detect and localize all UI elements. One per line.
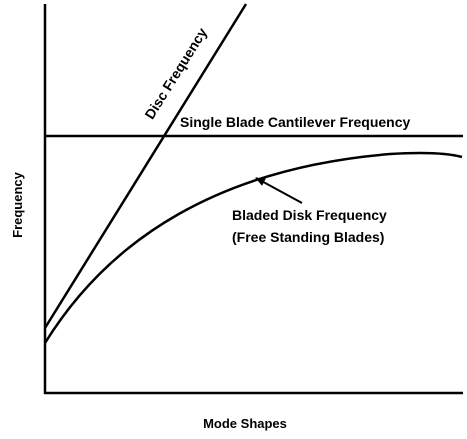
y-axis-label: Frequency (10, 171, 25, 238)
x-axis-label: Mode Shapes (203, 416, 287, 431)
bladed-sublabel: (Free Standing Blades) (232, 229, 384, 245)
disc-frequency-line (43, 3, 248, 329)
bladed-label: Bladed Disk Frequency (232, 207, 387, 223)
bladed-disk-curve (43, 151, 463, 344)
disc-label: Disc Frequency (141, 25, 210, 122)
arrow (255, 177, 303, 204)
cantilever-label: Single Blade Cantilever Frequency (180, 114, 411, 130)
